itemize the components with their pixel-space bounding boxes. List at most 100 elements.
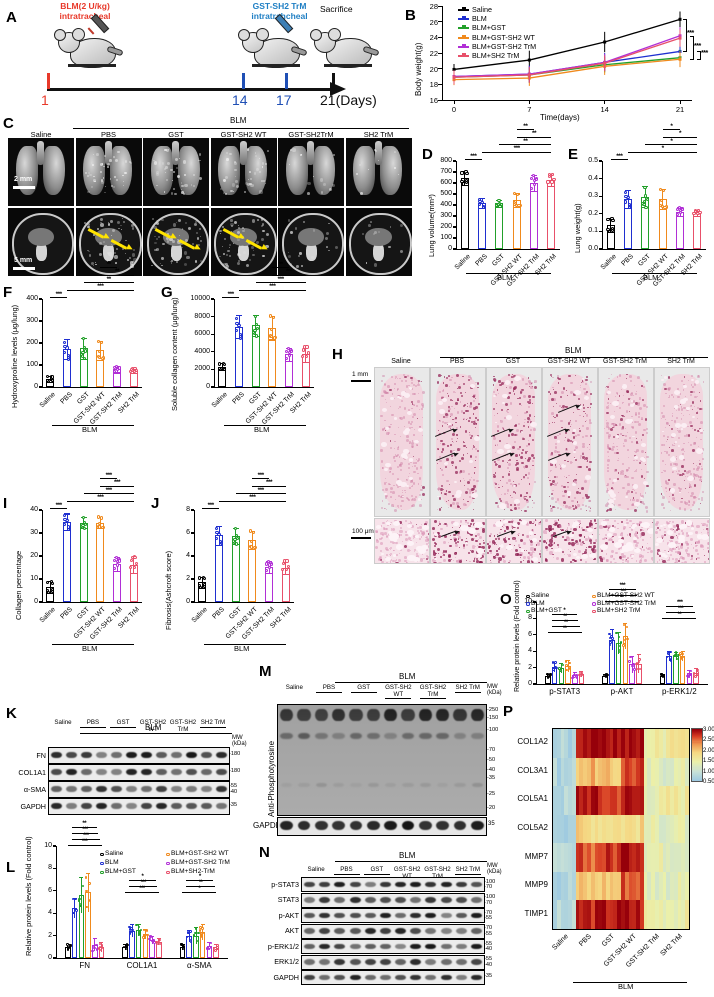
alveolar-texture [700, 438, 702, 441]
band [304, 881, 316, 888]
cell-texture [427, 542, 429, 545]
cell-texture [424, 558, 426, 560]
cell-texture [593, 527, 596, 530]
band [141, 769, 152, 776]
fibrosis-speck [155, 173, 160, 177]
y-tick [438, 68, 442, 70]
fibrosis-speck [320, 191, 324, 195]
cell-texture [448, 541, 449, 543]
alveolar-texture [454, 381, 457, 384]
sig-stars: ** [677, 612, 682, 618]
alveolar-texture [681, 465, 684, 468]
panel-p-row-label-COL5A1: COL5A1 [517, 794, 548, 804]
panel-m-group-label: BLM [399, 672, 416, 681]
alveolar-texture [417, 417, 418, 419]
lane-underline [454, 692, 481, 693]
alveolar-texture [515, 454, 518, 457]
y-tick-label: 0 [528, 680, 532, 687]
alveolar-texture [668, 453, 671, 456]
errorbar [221, 363, 223, 371]
cell-texture [545, 519, 548, 522]
alveolar-texture [643, 403, 647, 407]
cell-texture [682, 557, 685, 560]
cell-texture [490, 560, 492, 562]
data-point [199, 585, 203, 590]
alveolar-texture [451, 399, 453, 401]
opacity-speck [237, 259, 241, 263]
alveolar-texture [517, 482, 521, 486]
y-tick-label: 0 [448, 245, 452, 252]
cell-texture [496, 533, 499, 535]
alveolar-texture [533, 381, 536, 383]
alveolar-texture [564, 475, 566, 477]
opacity-speck [186, 255, 190, 260]
alveolar-texture [397, 446, 400, 448]
opacity-speck [194, 259, 198, 263]
alveolar-texture [561, 426, 563, 428]
fibrosis-speck [248, 182, 252, 186]
alveolar-texture [473, 394, 476, 397]
y-tick [38, 578, 42, 580]
cell-texture [487, 543, 489, 545]
cell-texture [578, 539, 582, 542]
alveolar-texture [606, 502, 610, 505]
alveolar-texture [634, 509, 638, 513]
alveolar-texture [527, 416, 530, 420]
sig-line [182, 892, 217, 893]
cell-texture [570, 527, 573, 530]
cell-texture [517, 535, 519, 537]
data-point [302, 348, 306, 352]
panel-p-group-label: BLM [618, 982, 634, 991]
heatmap-cell [685, 814, 690, 844]
cell-texture [378, 558, 382, 562]
alveolar-texture [459, 470, 463, 473]
airspace [460, 524, 469, 532]
alveolar-texture [634, 451, 636, 453]
cell-texture [456, 532, 460, 536]
alveolar-texture [403, 425, 405, 427]
data-point [234, 542, 238, 546]
cell-texture [599, 533, 601, 535]
alveolar-texture [700, 477, 702, 480]
x-axis-line [214, 387, 314, 389]
cell-texture [641, 532, 645, 536]
panel-g-plot: 0 2000 4000 6000 8000 10000 *** *** *** *** ** [191, 261, 314, 390]
data-point [548, 674, 552, 677]
alveolar-texture [549, 373, 552, 377]
airspace [640, 457, 646, 462]
errorbar [133, 557, 135, 574]
alveolar-texture [411, 403, 414, 405]
alveolar-texture [394, 377, 396, 379]
airspace [397, 395, 400, 398]
cell-texture [419, 525, 423, 529]
cell-texture [639, 555, 641, 558]
airspace [433, 557, 437, 561]
cell-texture [656, 528, 658, 530]
fibrosis-speck [105, 185, 107, 188]
alveolar-texture [516, 468, 520, 472]
band [425, 959, 437, 965]
opacity-speck [370, 220, 373, 223]
data-point [186, 931, 189, 934]
spine [305, 243, 317, 262]
alveolar-texture [403, 395, 405, 397]
airspace [679, 491, 682, 494]
alveolar-texture [635, 437, 637, 439]
alveolar-texture [629, 374, 633, 378]
cell-texture [622, 558, 625, 562]
alveolar-texture [452, 440, 453, 442]
panel-k-mw-line1: MW [232, 735, 243, 741]
band [96, 803, 107, 810]
alveolar-texture [381, 394, 384, 398]
alveolar-texture [625, 474, 626, 476]
opacity-speck [162, 242, 166, 246]
alveolar-texture [566, 438, 570, 442]
airspace [573, 429, 577, 432]
airspace [403, 449, 409, 454]
ct-3d-image-GST [143, 138, 209, 206]
histology-zoom-Saline [374, 518, 430, 564]
legend-label: BLM+GST [472, 23, 506, 33]
opacity-speck [378, 231, 381, 234]
band [395, 928, 407, 934]
cell-texture [478, 545, 481, 549]
